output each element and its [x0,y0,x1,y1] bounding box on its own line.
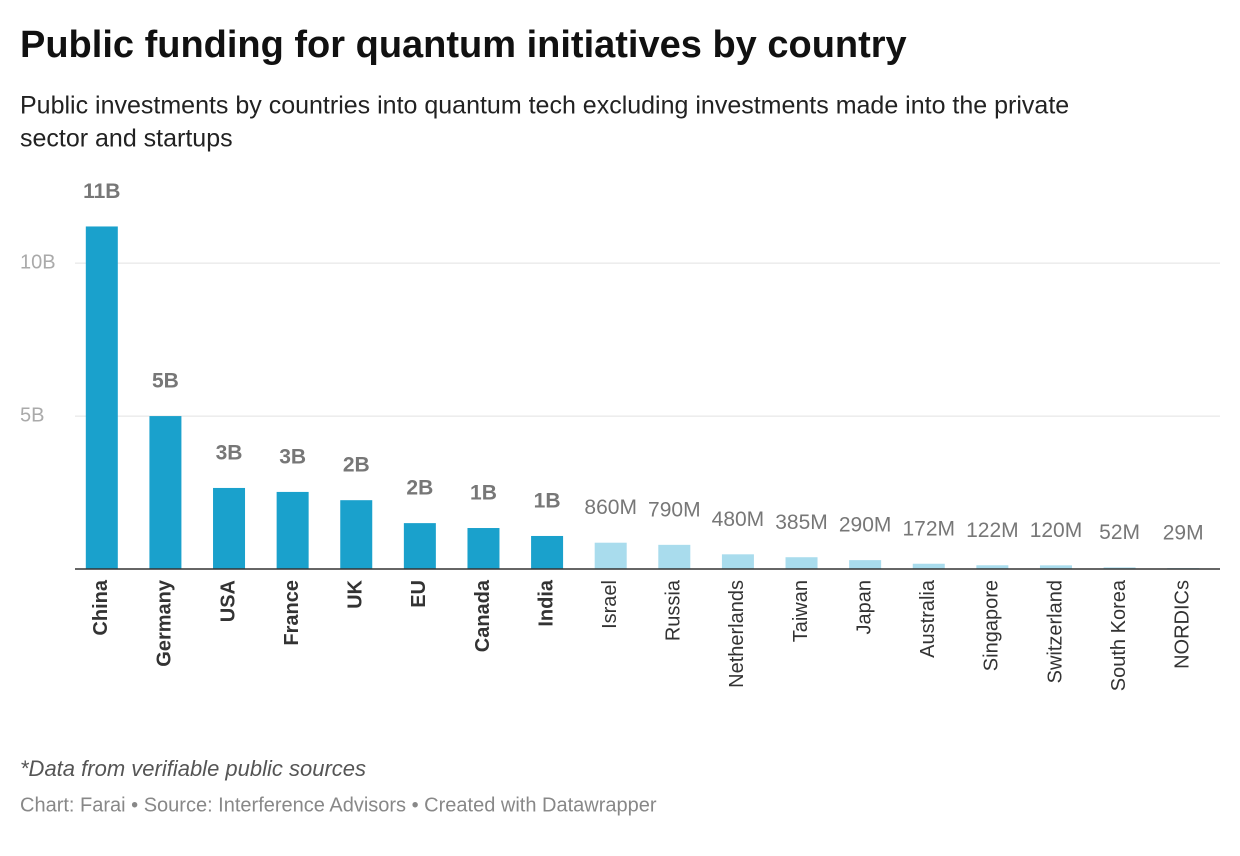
y-tick-label: 10B [20,251,56,273]
bar [213,487,246,569]
chart-title: Public funding for quantum initiatives b… [20,24,907,66]
x-tick-label: Netherlands [726,580,748,688]
bar [849,560,882,569]
bar [340,500,373,569]
value-label: 29M [1163,522,1204,545]
x-tick-label: South Korea [1108,579,1130,691]
value-label: 122M [966,519,1019,542]
bar [85,226,118,569]
value-label: 2B [343,454,370,477]
x-tick-label: Israel [599,580,621,629]
value-label: 790M [648,498,701,521]
y-tick-label: 5B [20,404,44,426]
x-tick-label: Australia [917,579,939,658]
bar [1103,567,1136,569]
value-label: 480M [712,508,765,531]
value-label: 1B [534,490,561,513]
value-label: 3B [216,442,243,465]
bar [276,491,309,569]
value-label: 11B [83,180,120,203]
value-label: 3B [279,445,306,468]
bar [1039,565,1072,569]
bar [467,528,500,569]
x-tick-label: EU [408,580,430,608]
chart-subtitle: sector and startups [20,125,233,153]
x-tick-label: France [281,580,303,646]
value-label: 52M [1099,521,1140,544]
bar [721,554,754,569]
value-label: 2B [406,477,433,500]
value-label: 385M [775,511,828,534]
x-tick-label: USA [217,580,239,622]
x-tick-label: India [535,579,557,627]
x-tick-label: Russia [663,579,685,641]
bar [785,557,818,569]
x-tick-label: Singapore [981,580,1003,671]
x-tick-label: Taiwan [790,580,812,642]
x-tick-label: NORDICs [1171,580,1193,669]
x-tick-label: Germany [154,579,176,667]
credit: Chart: Farai • Source: Interference Advi… [20,794,657,816]
x-tick-label: Canada [472,579,494,652]
bar [403,523,436,569]
x-tick-label: UK [345,579,367,608]
value-label: 860M [584,496,637,519]
x-tick-label: China [90,579,112,635]
value-label: 172M [902,517,955,540]
value-label: 290M [839,514,892,537]
chart-subtitle: Public investments by countries into qua… [20,92,1069,120]
value-label: 5B [152,370,179,393]
x-tick-label: Japan [853,580,875,635]
bar [912,563,945,569]
bar [149,416,182,569]
bar [658,544,691,569]
bar [531,535,564,569]
notes: *Data from verifiable public sources [20,756,366,781]
bar [594,542,627,569]
value-label: 120M [1030,519,1083,542]
bar [976,565,1009,569]
value-label: 1B [470,482,497,505]
x-tick-label: Switzerland [1044,580,1066,683]
